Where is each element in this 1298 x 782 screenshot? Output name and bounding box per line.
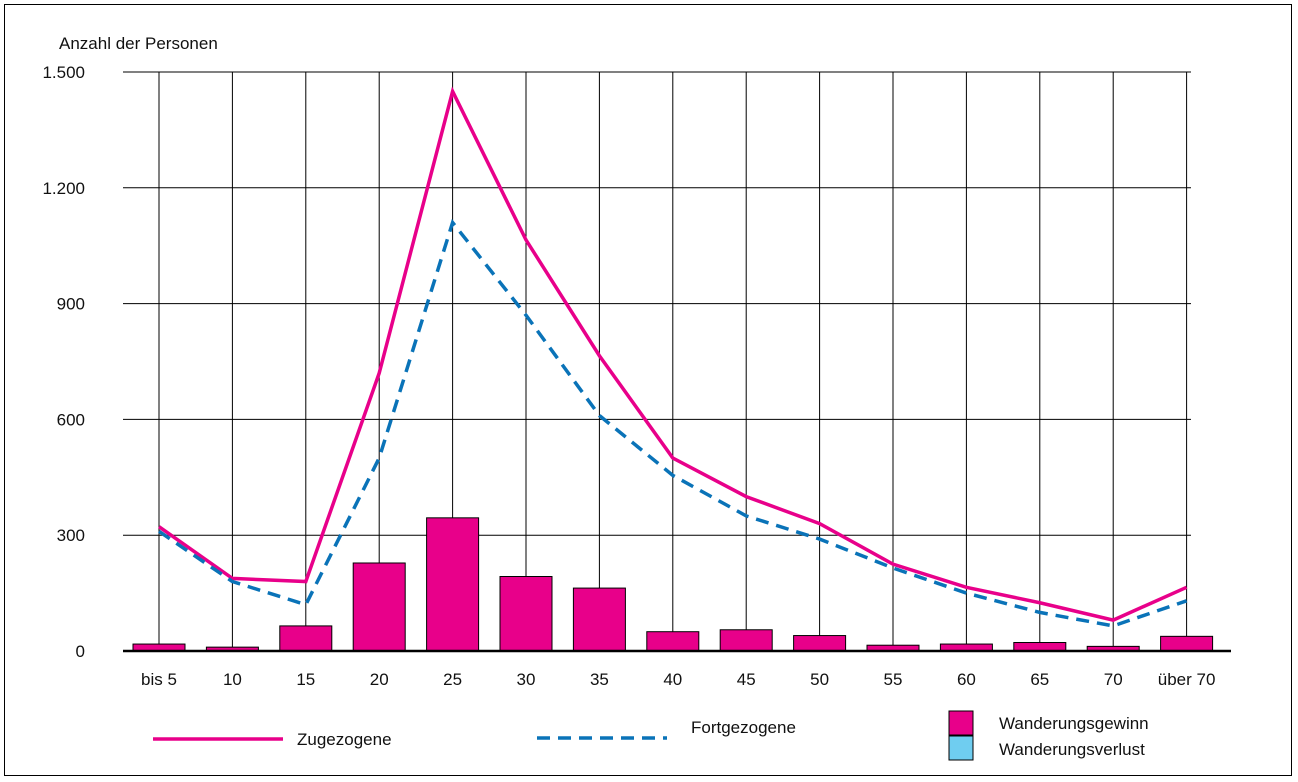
- fortgezogene-line: [158, 218, 1188, 628]
- bar-gain: [279, 625, 333, 652]
- bar-gain: [572, 587, 626, 652]
- bar-gain: [1160, 635, 1214, 652]
- lines: [157, 86, 1188, 628]
- legend-verlust-swatch: [948, 735, 974, 761]
- x-tick-label: 55: [884, 670, 903, 689]
- y-tick-label: 600: [57, 410, 85, 429]
- y-tick-label: 900: [57, 295, 85, 314]
- legend-zugezogene-label: Zugezogene: [297, 730, 392, 749]
- x-tick-label: über 70: [1158, 670, 1216, 689]
- chart-svg: Anzahl der Personen 0 300 600 900 1.200 1.500…: [42, 34, 1231, 761]
- axes: 0 300 600 900 1.200 1.500 bis 5 10 15 20 25 30 35 40 4…: [42, 63, 1231, 689]
- y-tick-label: 300: [57, 526, 85, 545]
- x-tick-label: 65: [1030, 670, 1049, 689]
- bar-gain: [1013, 642, 1067, 652]
- x-tick-label: 10: [223, 670, 242, 689]
- bar-gain: [793, 635, 847, 652]
- bars: [132, 517, 1214, 652]
- bar-gain: [499, 576, 553, 652]
- bar-gain: [719, 629, 773, 652]
- x-tick-label: 40: [663, 670, 682, 689]
- y-tick-label: 0: [76, 642, 85, 661]
- x-tick-label: bis 5: [141, 670, 177, 689]
- legend-fortgezogene-label: Fortgezogene: [691, 718, 796, 737]
- y-axis-label: Anzahl der Personen: [59, 34, 218, 53]
- y-tick-label: 1.500: [42, 63, 85, 82]
- zugezogene-line: [157, 86, 1188, 622]
- x-tick-label: 50: [810, 670, 829, 689]
- legend-verlust-label: Wanderungsverlust: [999, 740, 1145, 759]
- bar-gain: [426, 517, 480, 652]
- x-tick-label: 45: [737, 670, 756, 689]
- y-tick-label: 1.200: [42, 179, 85, 198]
- bar-gain: [646, 631, 700, 652]
- bar-gain: [352, 562, 406, 652]
- x-tick-label: 60: [957, 670, 976, 689]
- x-tick-label: 70: [1104, 670, 1123, 689]
- x-tick-label: 25: [443, 670, 462, 689]
- chart-frame: Anzahl der Personen 0 300 600 900 1.200 1.500…: [4, 4, 1292, 776]
- grid: [123, 71, 1191, 651]
- x-tick-label: 15: [296, 670, 315, 689]
- legend-gewinn-label: Wanderungsgewinn: [999, 714, 1149, 733]
- x-tick-label: 30: [517, 670, 536, 689]
- x-tick-label: 35: [590, 670, 609, 689]
- x-tick-label: 20: [370, 670, 389, 689]
- legend: Zugezogene Fortgezogene Wanderungsgewinn Wa…: [153, 710, 1149, 761]
- legend-gewinn-swatch: [948, 710, 974, 736]
